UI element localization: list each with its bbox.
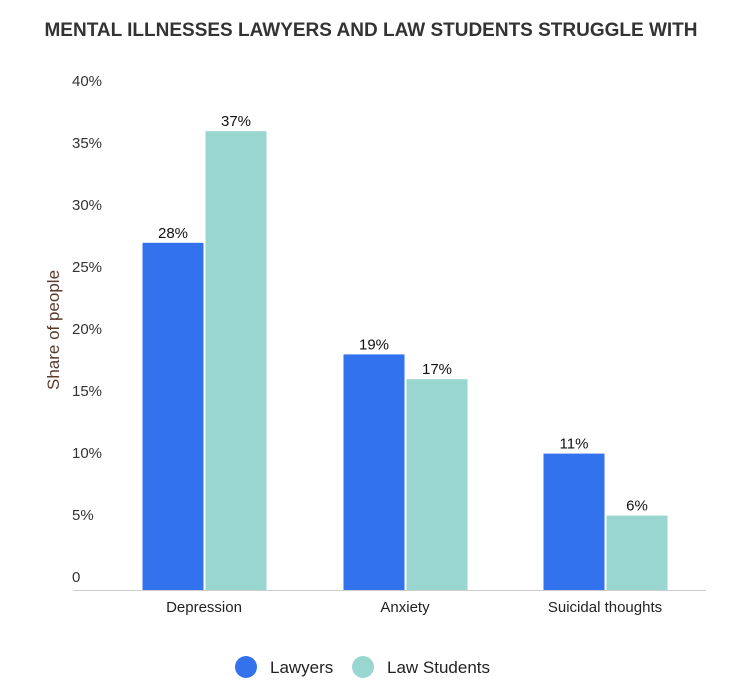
y-tick-label: 20% [72,321,102,338]
data-label: 11% [560,436,589,453]
y-tick-label: 5% [72,507,94,524]
data-label: 17% [422,361,452,378]
chart-title: MENTAL ILLNESSES LAWYERS AND LAW STUDENT… [44,20,698,41]
y-tick-label: 10% [72,445,102,462]
data-label: 37% [221,113,251,130]
legend-marker [352,656,374,678]
bar-lawyers [343,354,405,590]
legend-label: Law Students [387,658,490,677]
data-label: 28% [158,225,188,242]
data-label: 6% [626,498,648,515]
bar-law-students [205,131,267,590]
bar-law-students [606,515,668,590]
y-tick-label: 25% [72,259,102,276]
y-axis-label: Share of people [44,270,63,390]
legend-label: Lawyers [270,658,333,677]
data-label: 19% [359,336,389,353]
bar-lawyers [142,242,204,591]
y-tick-label: 40% [72,73,102,90]
y-tick-label: 35% [72,135,102,152]
y-tick-label: 0 [72,569,80,586]
category-label: Anxiety [380,599,430,616]
category-label: Suicidal thoughts [548,599,662,616]
y-tick-label: 30% [72,197,102,214]
category-label: Depression [166,599,242,616]
y-tick-label: 15% [72,383,102,400]
legend-marker [235,656,257,678]
bar-law-students [406,379,468,590]
bar-lawyers [543,453,605,590]
